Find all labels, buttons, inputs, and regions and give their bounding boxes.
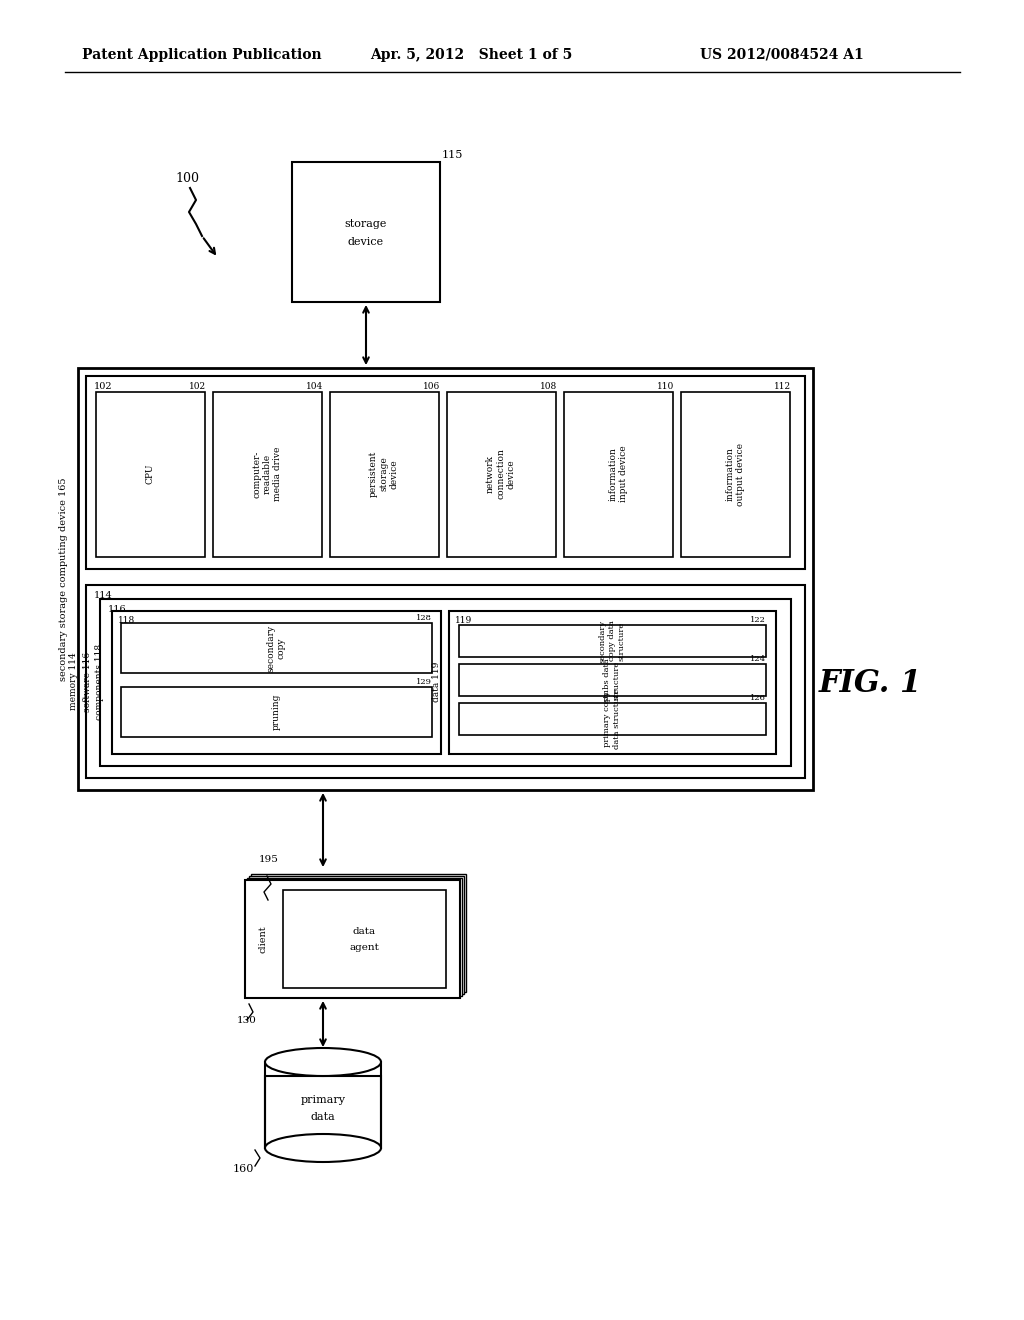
Bar: [564, 392, 673, 557]
Text: 129: 129: [416, 678, 432, 686]
Text: CPU: CPU: [145, 463, 155, 484]
Bar: [447, 392, 556, 557]
Text: primary: primary: [300, 1096, 345, 1105]
Bar: [459, 664, 766, 696]
Bar: [121, 623, 432, 673]
Text: computer-
readable
media drive: computer- readable media drive: [252, 446, 282, 502]
Text: secondary storage computing device 165: secondary storage computing device 165: [59, 478, 68, 681]
Bar: [247, 878, 462, 997]
Text: network
connection
device: network connection device: [486, 449, 516, 499]
Bar: [78, 368, 813, 789]
Text: FIG. 1: FIG. 1: [818, 668, 922, 700]
Bar: [249, 876, 464, 994]
Bar: [265, 1076, 381, 1148]
Text: 128: 128: [416, 614, 432, 622]
Text: 114: 114: [94, 591, 113, 601]
Ellipse shape: [265, 1048, 381, 1076]
Ellipse shape: [265, 1134, 381, 1162]
Bar: [96, 392, 205, 557]
Text: 108: 108: [540, 381, 557, 391]
Text: data 119: data 119: [432, 661, 441, 702]
Bar: [449, 611, 776, 754]
Text: pruning: pruning: [271, 694, 281, 730]
Bar: [245, 880, 460, 998]
Text: Apr. 5, 2012   Sheet 1 of 5: Apr. 5, 2012 Sheet 1 of 5: [370, 48, 572, 62]
Bar: [283, 890, 446, 987]
Text: US 2012/0084524 A1: US 2012/0084524 A1: [700, 48, 864, 62]
Bar: [251, 874, 466, 993]
Text: secondary
copy data
structure: secondary copy data structure: [599, 619, 626, 663]
Text: secondary
copy: secondary copy: [266, 624, 286, 672]
Text: storage: storage: [345, 219, 387, 228]
Text: data: data: [310, 1111, 336, 1122]
Text: components 118: components 118: [95, 644, 104, 721]
Text: 122: 122: [751, 616, 766, 624]
Text: 104: 104: [306, 381, 323, 391]
Text: 160: 160: [232, 1164, 254, 1173]
Bar: [459, 704, 766, 735]
Bar: [100, 599, 791, 766]
Bar: [86, 585, 805, 777]
Bar: [292, 162, 440, 302]
Text: 130: 130: [237, 1016, 257, 1026]
Text: client: client: [258, 925, 267, 953]
Bar: [121, 686, 432, 737]
Text: 126: 126: [751, 694, 766, 702]
Text: persistent
storage
device: persistent storage device: [369, 451, 399, 498]
Text: 119: 119: [455, 616, 472, 624]
Bar: [213, 392, 322, 557]
Text: Patent Application Publication: Patent Application Publication: [82, 48, 322, 62]
Text: information
output device: information output device: [725, 442, 744, 506]
Text: data: data: [352, 928, 376, 936]
Text: 102: 102: [188, 381, 206, 391]
Text: primary copy
data structure: primary copy data structure: [603, 689, 621, 750]
Text: stubs data
structure: stubs data structure: [603, 659, 621, 702]
Text: device: device: [348, 238, 384, 247]
Bar: [86, 376, 805, 569]
Text: memory 114: memory 114: [69, 652, 78, 710]
Bar: [112, 611, 441, 754]
Text: agent: agent: [349, 944, 379, 953]
Text: 106: 106: [423, 381, 440, 391]
Text: 195: 195: [259, 855, 279, 865]
Text: 100: 100: [175, 172, 199, 185]
Bar: [330, 392, 439, 557]
Text: software 116: software 116: [83, 652, 92, 711]
Text: 112: 112: [774, 381, 791, 391]
Text: 118: 118: [118, 616, 135, 624]
Text: 116: 116: [108, 605, 127, 614]
Text: 110: 110: [656, 381, 674, 391]
Text: information
input device: information input device: [608, 446, 628, 503]
Text: 115: 115: [442, 150, 464, 160]
Bar: [681, 392, 790, 557]
Text: 102: 102: [94, 381, 113, 391]
Text: 124: 124: [750, 655, 766, 663]
Bar: [459, 624, 766, 657]
